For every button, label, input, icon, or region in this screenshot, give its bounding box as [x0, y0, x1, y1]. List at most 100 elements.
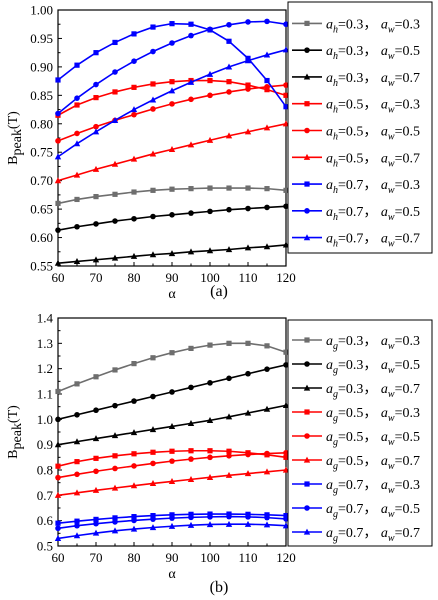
- data-point: [283, 104, 289, 110]
- data-point: [93, 374, 99, 380]
- data-point: [130, 252, 138, 259]
- data-point: [112, 69, 118, 75]
- data-point: [169, 350, 175, 356]
- data-point: [206, 473, 214, 480]
- data-point: [283, 187, 289, 193]
- data-point: [169, 79, 175, 85]
- data-point: [111, 484, 119, 491]
- series-1: [55, 362, 289, 423]
- data-point: [92, 256, 100, 263]
- series-5: [54, 120, 290, 184]
- series-7: [55, 18, 289, 117]
- data-point: [150, 48, 156, 55]
- data-point: [225, 132, 233, 139]
- data-point: [169, 40, 175, 46]
- data-point: [168, 145, 176, 152]
- data-point: [207, 342, 213, 348]
- legend-label: ah=0.3， aw=0.5: [326, 44, 420, 62]
- legend-entry: ah=0.7， aw=0.7: [292, 232, 420, 250]
- legend-label: ah=0.5， aw=0.7: [326, 151, 420, 169]
- x-tick-label: 90: [166, 550, 179, 565]
- data-point: [54, 177, 62, 184]
- data-point: [131, 517, 137, 524]
- data-point: [131, 451, 137, 457]
- legend-label: ag=0.3， aw=0.5: [326, 358, 420, 376]
- y-tick-label: 0.9: [37, 437, 53, 452]
- series-line: [57, 122, 287, 182]
- data-point: [150, 106, 156, 112]
- data-point: [54, 535, 62, 541]
- data-point: [245, 451, 251, 458]
- data-point: [92, 486, 100, 493]
- data-point: [187, 521, 195, 528]
- legend-entry: ah=0.5， aw=0.5: [292, 125, 420, 143]
- data-point: [226, 185, 232, 191]
- data-point: [245, 86, 251, 92]
- data-point: [150, 449, 156, 455]
- legend-label: ag=0.7， aw=0.5: [326, 502, 420, 520]
- x-tick-label: 80: [128, 270, 141, 285]
- data-point: [54, 441, 62, 448]
- data-point: [263, 468, 271, 475]
- data-point: [245, 340, 251, 346]
- data-point: [168, 87, 176, 94]
- data-point: [131, 189, 137, 195]
- data-point: [264, 514, 270, 521]
- data-point: [130, 155, 138, 162]
- data-point: [93, 123, 99, 130]
- legend: ah=0.3， aw=0.3 ah=0.3， aw=0.5 ah=0.3， aw=0…: [287, 1, 433, 254]
- y-tick-label: 0.7: [37, 488, 54, 503]
- data-point: [74, 130, 80, 137]
- plot-frame: [57, 9, 287, 267]
- data-point: [206, 70, 214, 77]
- y-tick-label: 1.2: [37, 361, 53, 376]
- data-point: [206, 521, 214, 528]
- data-point: [206, 136, 214, 143]
- data-point: [207, 454, 213, 461]
- data-point: [169, 389, 175, 395]
- data-point: [283, 92, 289, 98]
- data-point: [74, 518, 80, 524]
- data-point: [149, 96, 157, 103]
- data-point: [55, 138, 61, 144]
- legend-entry: ag=0.5， aw=0.7: [292, 454, 420, 472]
- data-point: [187, 248, 195, 255]
- data-point: [264, 343, 270, 349]
- x-tick-label: 120: [276, 270, 296, 285]
- legend-label: ah=0.3， aw=0.3: [326, 17, 420, 35]
- legend-marker: [304, 101, 310, 107]
- data-point: [74, 381, 80, 387]
- legend-marker: [304, 433, 310, 439]
- data-point: [73, 532, 81, 539]
- data-point: [226, 453, 232, 459]
- data-point: [93, 81, 99, 88]
- legend-entry: ah=0.3， aw=0.5: [292, 44, 420, 62]
- data-point: [111, 116, 119, 123]
- series-4: [55, 449, 289, 481]
- data-point: [92, 165, 100, 172]
- data-point: [150, 460, 156, 467]
- data-point: [169, 21, 175, 27]
- data-point: [150, 213, 156, 220]
- legend-label: ah=0.5， aw=0.3: [326, 98, 420, 116]
- data-point: [245, 205, 251, 212]
- data-point: [264, 204, 270, 211]
- data-point: [112, 367, 118, 373]
- y-tick-label: 0.65: [30, 202, 53, 217]
- data-point: [150, 393, 156, 400]
- y-tick-label: 1.1: [37, 387, 53, 402]
- data-point: [207, 26, 213, 33]
- legend-marker: [304, 47, 310, 53]
- x-axis-label: α: [168, 287, 176, 302]
- legend-marker: [303, 384, 311, 391]
- legend-label: ag=0.7， aw=0.7: [326, 526, 420, 544]
- legend-marker: [304, 337, 310, 343]
- series-8: [54, 46, 290, 160]
- data-point: [226, 340, 232, 346]
- data-point: [54, 491, 62, 498]
- data-point: [206, 416, 214, 423]
- data-point: [264, 84, 270, 90]
- data-point: [93, 221, 99, 227]
- series-2: [54, 402, 290, 448]
